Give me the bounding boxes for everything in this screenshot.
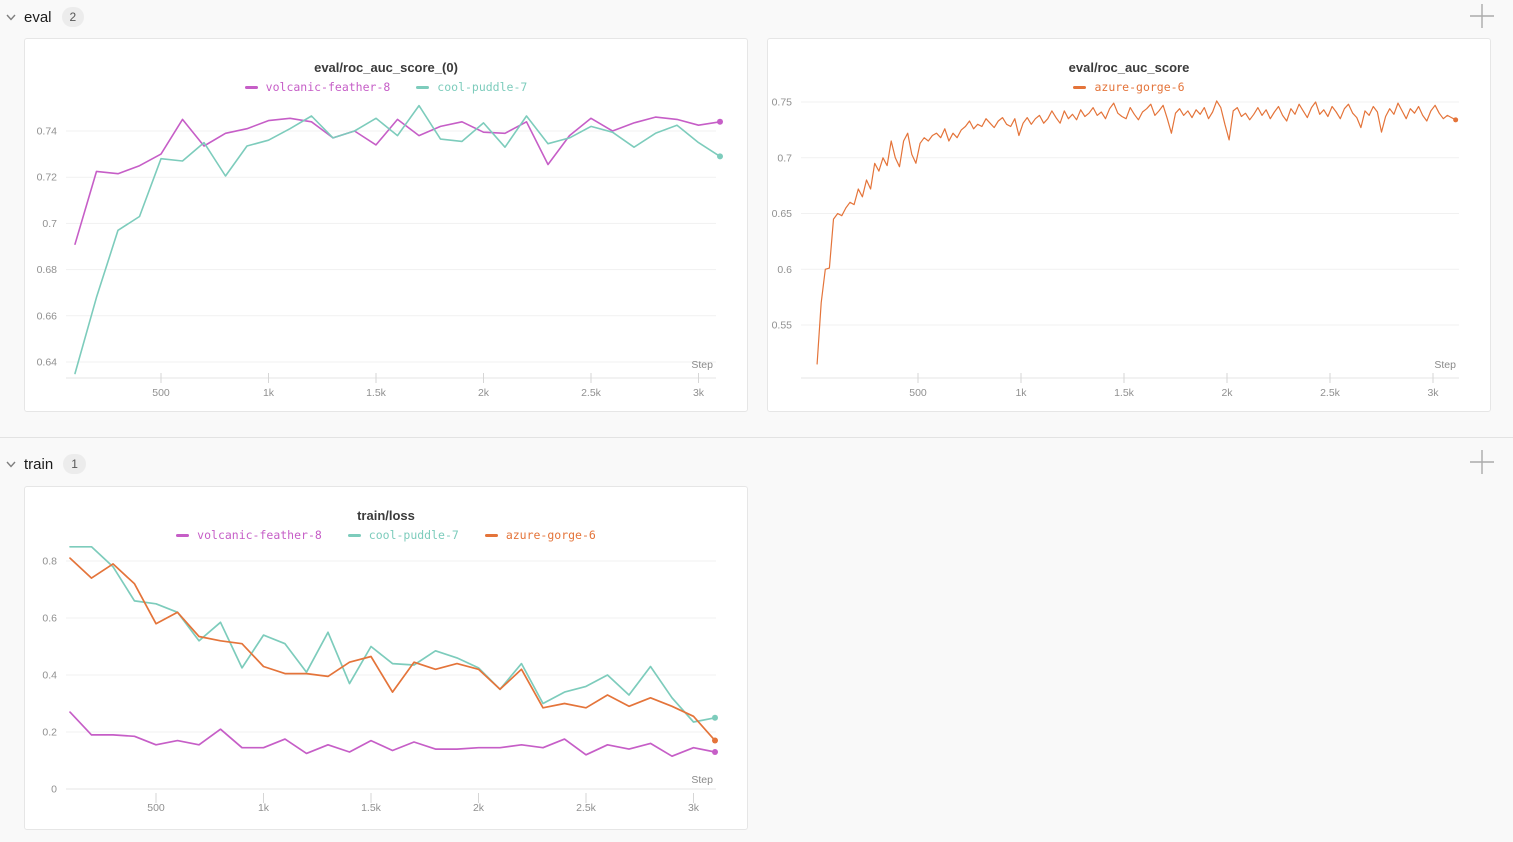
x-tick-label: 500 xyxy=(147,802,165,814)
x-tick-label: 500 xyxy=(909,387,927,399)
x-axis-title: Step xyxy=(691,359,713,371)
legend-item-label: azure-gorge-6 xyxy=(1094,80,1185,94)
section-count-badge: 2 xyxy=(61,7,85,27)
y-tick-label: 0.4 xyxy=(42,670,57,682)
legend-swatch xyxy=(244,85,258,89)
section-count-badge: 1 xyxy=(63,454,86,474)
plus-icon xyxy=(1470,450,1494,474)
x-tick-label: 500 xyxy=(152,387,170,399)
legend-item-label: cool-puddle-7 xyxy=(437,80,528,94)
series-line-azure-gorge-6[interactable] xyxy=(69,557,716,742)
add-panel-button-train[interactable] xyxy=(1467,447,1497,477)
x-tick-label: 2k xyxy=(1221,387,1233,399)
y-tick-label: 0.7 xyxy=(42,218,57,230)
series-end-dot xyxy=(712,748,718,755)
legend-swatch xyxy=(176,533,190,537)
chart-title: train/loss xyxy=(357,508,415,523)
y-tick-label: 0.66 xyxy=(37,310,58,322)
panel-eval-roc-auc-score-0[interactable]: eval/roc_auc_score_(0) volcanic-feather-… xyxy=(24,38,748,412)
series-line-cool-puddle-7[interactable] xyxy=(69,545,716,723)
chart-legend: volcanic-feather-8 cool-puddle-7 xyxy=(25,80,747,94)
legend-swatch xyxy=(347,533,361,537)
x-tick-label: 1.5k xyxy=(361,802,382,814)
chart-plot[interactable]: 500 1k 1.5k 2k 2.5k 3k 0.55 0.6 0.65 0.7 0.75 Step xyxy=(768,39,1491,412)
chart-legend: azure-gorge-6 xyxy=(768,80,1490,94)
y-tick-label: 0.6 xyxy=(42,613,57,625)
y-tick-label: 0.74 xyxy=(37,126,58,138)
chart-plot[interactable]: 500 1k 1.5k 2k 2.5k 3k 0.64 0.66 0.68 0.7 0.72 0.74… xyxy=(25,39,748,412)
x-tick-label: 3k xyxy=(693,387,705,399)
series-end-dot xyxy=(717,118,723,125)
series-end-dot xyxy=(712,737,718,744)
series-line-volcanic-feather-8[interactable] xyxy=(74,116,721,245)
y-tick-label: 0.65 xyxy=(772,208,793,220)
legend-swatch xyxy=(416,85,430,89)
x-tick-label: 1.5k xyxy=(1114,387,1135,399)
y-tick-label: 0.64 xyxy=(37,357,58,369)
panel-eval-roc-auc-score[interactable]: eval/roc_auc_score azure-gorge-6 500 1k 1.… xyxy=(767,38,1491,412)
add-panel-button-eval[interactable] xyxy=(1467,1,1497,31)
x-axis-title: Step xyxy=(691,774,713,786)
x-tick-label: 3k xyxy=(1427,387,1439,399)
series-line-volcanic-feather-8[interactable] xyxy=(69,711,716,758)
chart-legend: volcanic-feather-8 cool-puddle-7 azure-gor… xyxy=(25,528,747,542)
y-tick-label: 0.72 xyxy=(37,172,58,184)
legend-item: cool-puddle-7 xyxy=(416,80,527,94)
legend-item: cool-puddle-7 xyxy=(347,528,459,542)
panel-train-loss[interactable]: train/loss volcanic-feather-8 cool-puddle… xyxy=(24,486,748,830)
chevron-down-icon[interactable] xyxy=(5,11,17,23)
section-header-eval[interactable]: eval 2 xyxy=(5,5,85,29)
x-tick-label: 2.5k xyxy=(581,387,602,399)
plus-icon xyxy=(1470,4,1494,28)
x-tick-label: 2.5k xyxy=(576,802,597,814)
legend-item-label: volcanic-feather-8 xyxy=(197,528,322,542)
y-tick-label: 0.2 xyxy=(42,727,57,739)
legend-item-label: azure-gorge-6 xyxy=(505,528,596,542)
x-tick-label: 2k xyxy=(478,387,490,399)
legend-item-label: cool-puddle-7 xyxy=(368,528,459,542)
legend-swatch xyxy=(1073,85,1087,89)
section-divider xyxy=(0,437,1513,438)
series-line-azure-gorge-6[interactable] xyxy=(816,100,1457,365)
section-title-train: train xyxy=(24,455,54,473)
series-end-dot xyxy=(712,714,718,721)
y-tick-label: 0 xyxy=(51,784,57,796)
section-header-train[interactable]: train 1 xyxy=(5,452,86,476)
y-tick-label: 0.75 xyxy=(772,97,793,109)
y-tick-label: 0.6 xyxy=(777,264,792,276)
y-tick-label: 0.68 xyxy=(37,264,58,276)
legend-swatch xyxy=(484,533,498,537)
chart-title: eval/roc_auc_score_(0) xyxy=(314,60,458,75)
y-tick-label: 0.7 xyxy=(777,152,792,164)
legend-item: azure-gorge-6 xyxy=(1073,80,1185,94)
y-tick-label: 0.55 xyxy=(772,320,793,332)
x-axis-title: Step xyxy=(1434,359,1456,371)
legend-item: azure-gorge-6 xyxy=(484,528,596,542)
series-end-dot xyxy=(1453,117,1459,123)
legend-item: volcanic-feather-8 xyxy=(176,528,322,542)
x-tick-label: 1k xyxy=(1015,387,1027,399)
x-tick-label: 1.5k xyxy=(366,387,387,399)
x-tick-label: 3k xyxy=(688,802,700,814)
series-end-dot xyxy=(717,153,723,160)
chevron-down-icon[interactable] xyxy=(5,458,17,470)
legend-item: volcanic-feather-8 xyxy=(244,80,391,94)
chart-plot[interactable]: 500 1k 1.5k 2k 2.5k 3k 0 0.2 0.4 0.6 0.8 Step xyxy=(25,487,748,830)
x-tick-label: 1k xyxy=(258,802,270,814)
section-title-eval: eval xyxy=(24,8,52,26)
chart-title: eval/roc_auc_score xyxy=(1068,60,1190,75)
y-tick-label: 0.8 xyxy=(42,556,57,568)
x-tick-label: 2.5k xyxy=(1320,387,1341,399)
x-tick-label: 1k xyxy=(263,387,275,399)
series-line-cool-puddle-7[interactable] xyxy=(74,104,721,375)
legend-item-label: volcanic-feather-8 xyxy=(265,80,391,94)
x-tick-label: 2k xyxy=(473,802,485,814)
